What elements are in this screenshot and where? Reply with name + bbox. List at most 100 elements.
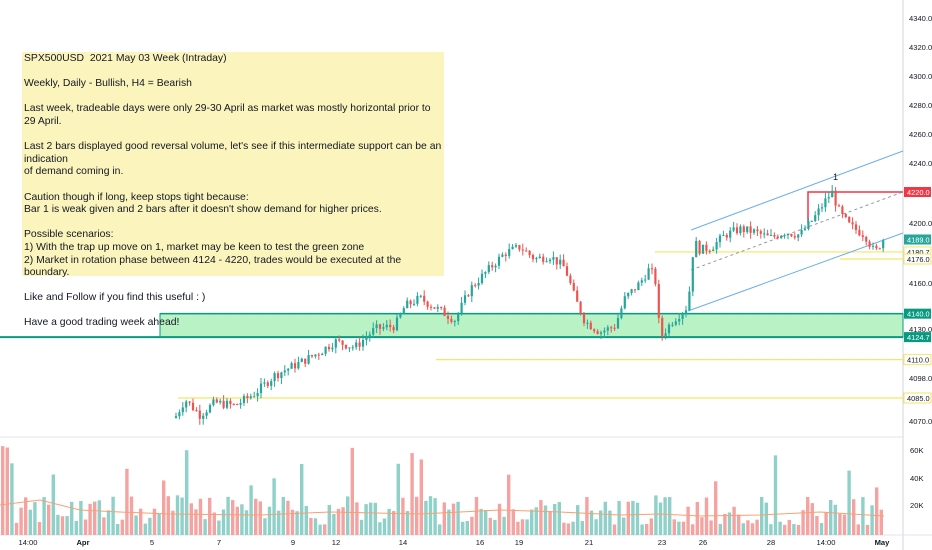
- volume-bar: [162, 480, 166, 535]
- volume-bar: [599, 510, 603, 535]
- volume-bar: [129, 496, 134, 535]
- candle-body: [246, 395, 249, 399]
- volume-bar: [106, 510, 111, 535]
- candle-body: [382, 327, 385, 329]
- candle-body: [678, 318, 681, 322]
- volume-bar: [189, 503, 193, 535]
- volume-bar: [249, 485, 253, 535]
- volume-bar: [539, 500, 543, 535]
- candle-body: [559, 259, 562, 265]
- volume-tick-label: 20K: [910, 501, 924, 510]
- candle-body: [834, 190, 837, 206]
- time-tick-label: 14: [399, 538, 407, 547]
- candle-body: [249, 396, 252, 399]
- candle-body: [827, 197, 830, 199]
- price-label-text: 4176.0: [907, 255, 930, 264]
- volume-bar: [631, 500, 635, 535]
- note-line: of demand coming in.: [24, 166, 124, 178]
- candle-body: [722, 234, 725, 236]
- volume-bar: [148, 517, 152, 535]
- price-label-box: [904, 234, 931, 245]
- candle-body: [749, 226, 752, 233]
- price-label-box: [903, 354, 932, 366]
- price-tick-label: 4320.0: [909, 43, 932, 52]
- time-tick-label: 28: [767, 538, 775, 547]
- price-tick-label: 4260.0: [909, 130, 932, 139]
- volume-bar: [663, 497, 667, 535]
- candle-body: [443, 307, 446, 316]
- time-tick-label: 14:00: [18, 538, 37, 547]
- price-label-box: [903, 392, 932, 404]
- volume-bar: [543, 505, 548, 535]
- candle-body: [266, 382, 269, 386]
- volume-bar: [520, 519, 525, 535]
- analysis-note: SPX500USD 2021 May 03 Week (Intraday) We…: [22, 52, 444, 328]
- candle-body: [528, 250, 531, 256]
- volume-bar: [111, 496, 115, 535]
- time-tick-label: 5: [150, 538, 154, 547]
- volume-bar: [332, 513, 336, 535]
- volume-bar: [102, 517, 106, 535]
- candle-body: [613, 327, 616, 329]
- volume-bar: [226, 496, 230, 535]
- note-line: [24, 179, 444, 192]
- candle-body: [861, 235, 864, 237]
- candle-body: [650, 268, 654, 270]
- candle-body: [671, 324, 674, 326]
- volume-bar: [580, 521, 584, 535]
- candle-body: [361, 340, 365, 347]
- volume-bar: [378, 522, 382, 535]
- note-line: [24, 66, 444, 79]
- candle-body: [705, 244, 708, 251]
- volume-bar: [369, 502, 373, 535]
- candle-body: [351, 347, 354, 349]
- candle-body: [474, 285, 477, 287]
- volume-bar: [180, 497, 184, 535]
- candle-body: [242, 395, 246, 404]
- volume-bar: [152, 508, 157, 535]
- candle-body: [817, 208, 820, 216]
- candle-body: [664, 333, 667, 336]
- volume-bar: [654, 495, 658, 535]
- candle-body: [494, 265, 497, 268]
- volume-bar: [56, 514, 60, 535]
- candle-body: [429, 306, 433, 308]
- candle-body: [824, 198, 827, 208]
- volume-bar: [309, 517, 313, 535]
- candle-body: [725, 234, 728, 238]
- volume-bar: [442, 502, 446, 535]
- volume-bar: [419, 459, 423, 535]
- volume-bar: [640, 524, 644, 535]
- volume-bar: [290, 509, 295, 535]
- volume-bar: [244, 510, 249, 535]
- candle-body: [232, 403, 235, 405]
- candle-body: [674, 321, 677, 325]
- candle-body: [878, 248, 881, 250]
- volume-bar: [672, 519, 676, 535]
- volume-bar: [208, 497, 212, 535]
- candle-body: [569, 275, 572, 284]
- volume-bar: [787, 519, 791, 535]
- volume-bar: [474, 496, 479, 535]
- volume-bar: [281, 496, 285, 535]
- candle-body: [178, 412, 181, 417]
- candle-body: [395, 317, 399, 331]
- volume-bar: [134, 515, 138, 535]
- candle-body: [756, 229, 759, 232]
- candle-body: [854, 224, 858, 230]
- volume-bar: [677, 521, 681, 535]
- volume-bar: [410, 453, 414, 535]
- volume-bar: [74, 520, 78, 535]
- candle-body: [273, 373, 276, 382]
- volume-bar: [438, 524, 442, 535]
- candle-body: [338, 339, 341, 341]
- note-line: Bar 1 is weak given and 2 bars after it …: [24, 204, 382, 216]
- candle-body: [341, 340, 344, 345]
- candle-body: [623, 296, 626, 309]
- volume-bar: [355, 502, 359, 535]
- candle-body: [848, 216, 851, 223]
- volume-bar: [217, 520, 221, 535]
- candle-body: [212, 399, 215, 406]
- volume-bar: [553, 503, 557, 535]
